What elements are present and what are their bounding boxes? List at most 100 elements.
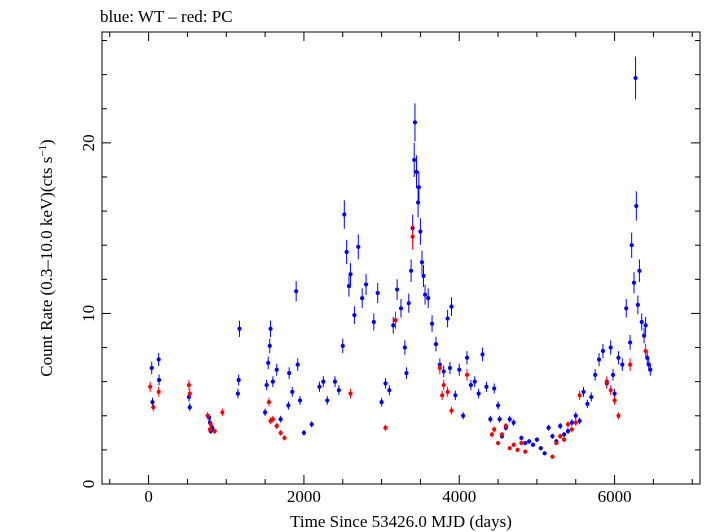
data-point-pc <box>643 348 648 354</box>
data-point-wt <box>565 429 571 434</box>
data-point-wt <box>371 319 376 325</box>
data-point-wt <box>317 384 322 389</box>
data-point-pc <box>511 442 516 447</box>
y-axis-label-main: Count Rate (0.3–10.0 keV)(cts s <box>37 157 56 377</box>
y-axis-label-exponent: −1 <box>37 145 49 157</box>
data-point-wt <box>340 343 345 348</box>
data-point-pc <box>270 417 275 422</box>
data-point-wt <box>266 360 271 365</box>
data-point-pc <box>383 425 388 430</box>
data-point-wt <box>352 313 357 318</box>
data-point-wt <box>325 398 330 403</box>
data-point-wt <box>267 343 272 348</box>
data-point-pc <box>151 405 156 410</box>
data-point-wt <box>480 352 485 357</box>
data-point-wt <box>379 400 384 405</box>
x-tick-label: 6000 <box>598 487 632 506</box>
data-point-wt <box>415 200 421 205</box>
data-point-wt <box>408 268 414 273</box>
data-point-wt <box>404 371 409 376</box>
data-point-wt <box>561 432 567 437</box>
data-point-wt <box>270 379 275 384</box>
data-point-wt <box>616 355 621 360</box>
y-axis-label: Count Rate (0.3–10.0 keV)(cts s−1) <box>37 139 56 376</box>
data-point-wt <box>237 326 242 331</box>
data-point-wt <box>624 306 629 311</box>
data-point-wt <box>236 377 241 383</box>
data-point-pc <box>503 423 508 429</box>
data-point-pc <box>569 427 574 432</box>
x-axis-label: Time Since 53426.0 MJD (days) <box>290 512 512 531</box>
data-point-wt <box>558 423 563 429</box>
data-point-wt <box>639 319 644 325</box>
data-point-wt <box>301 430 307 435</box>
data-point-wt <box>391 323 396 328</box>
data-point-wt <box>429 321 435 326</box>
data-point-pc <box>616 413 621 418</box>
data-point-pc <box>565 422 571 427</box>
chart-title: blue: WT – red: PC <box>100 7 233 26</box>
data-point-wt <box>628 340 633 345</box>
data-point-wt <box>589 394 594 400</box>
data-point-wt <box>287 371 292 376</box>
data-point-pc <box>612 398 617 403</box>
data-point-wt <box>631 280 637 285</box>
data-point-pc <box>187 391 192 396</box>
data-point-wt <box>542 451 547 456</box>
data-point-wt <box>412 120 418 125</box>
data-point-wt <box>646 362 651 367</box>
data-point-wt <box>633 75 638 81</box>
data-point-wt <box>290 389 295 394</box>
data-point-wt <box>507 417 512 422</box>
data-point-wt <box>635 302 640 308</box>
data-point-wt <box>441 369 446 374</box>
data-point-pc <box>393 318 398 323</box>
data-point-pc <box>440 393 445 398</box>
data-point-pc <box>449 408 454 413</box>
y-tick-label: 0 <box>79 480 98 489</box>
data-point-wt <box>156 377 162 383</box>
data-point-pc <box>220 410 225 415</box>
data-point-wt <box>523 440 528 446</box>
data-point-wt <box>585 401 590 406</box>
data-point-wt <box>274 367 279 372</box>
data-point-wt <box>648 367 653 372</box>
data-point-wt <box>346 284 352 289</box>
data-point-pc <box>445 389 450 394</box>
data-point-wt <box>262 410 268 415</box>
data-point-wt <box>550 434 555 439</box>
data-point-pc <box>266 400 272 405</box>
data-point-wt <box>149 365 154 371</box>
data-point-pc <box>441 382 446 388</box>
data-point-wt <box>610 372 616 377</box>
data-point-wt <box>348 272 353 277</box>
y-tick-label: 10 <box>79 305 98 322</box>
data-point-wt <box>511 420 516 425</box>
data-point-pc <box>523 449 528 454</box>
data-point-pc <box>495 440 501 446</box>
data-point-pc <box>604 379 609 384</box>
data-point-wt <box>294 289 299 294</box>
data-point-pc <box>573 420 578 425</box>
data-point-wt <box>278 417 283 422</box>
data-point-wt <box>453 393 458 398</box>
data-point-wt <box>464 355 470 360</box>
data-point-wt <box>461 413 466 418</box>
data-point-wt <box>634 203 639 209</box>
data-point-wt <box>414 169 419 174</box>
data-point-wt <box>360 295 365 301</box>
data-point-wt <box>484 384 489 389</box>
data-point-pc <box>186 382 192 388</box>
data-point-wt <box>492 386 497 391</box>
x-tick-label: 4000 <box>442 487 476 506</box>
data-point-pc <box>492 427 497 432</box>
data-point-pc <box>348 391 353 396</box>
data-point-wt <box>422 292 428 297</box>
data-point-wt <box>375 290 380 296</box>
x-tick-label: 2000 <box>287 487 321 506</box>
data-point-wt <box>395 287 400 292</box>
data-point-pc <box>208 422 213 427</box>
data-point-wt <box>577 418 582 423</box>
data-point-pc <box>561 437 567 442</box>
axis-ticks <box>102 32 700 485</box>
